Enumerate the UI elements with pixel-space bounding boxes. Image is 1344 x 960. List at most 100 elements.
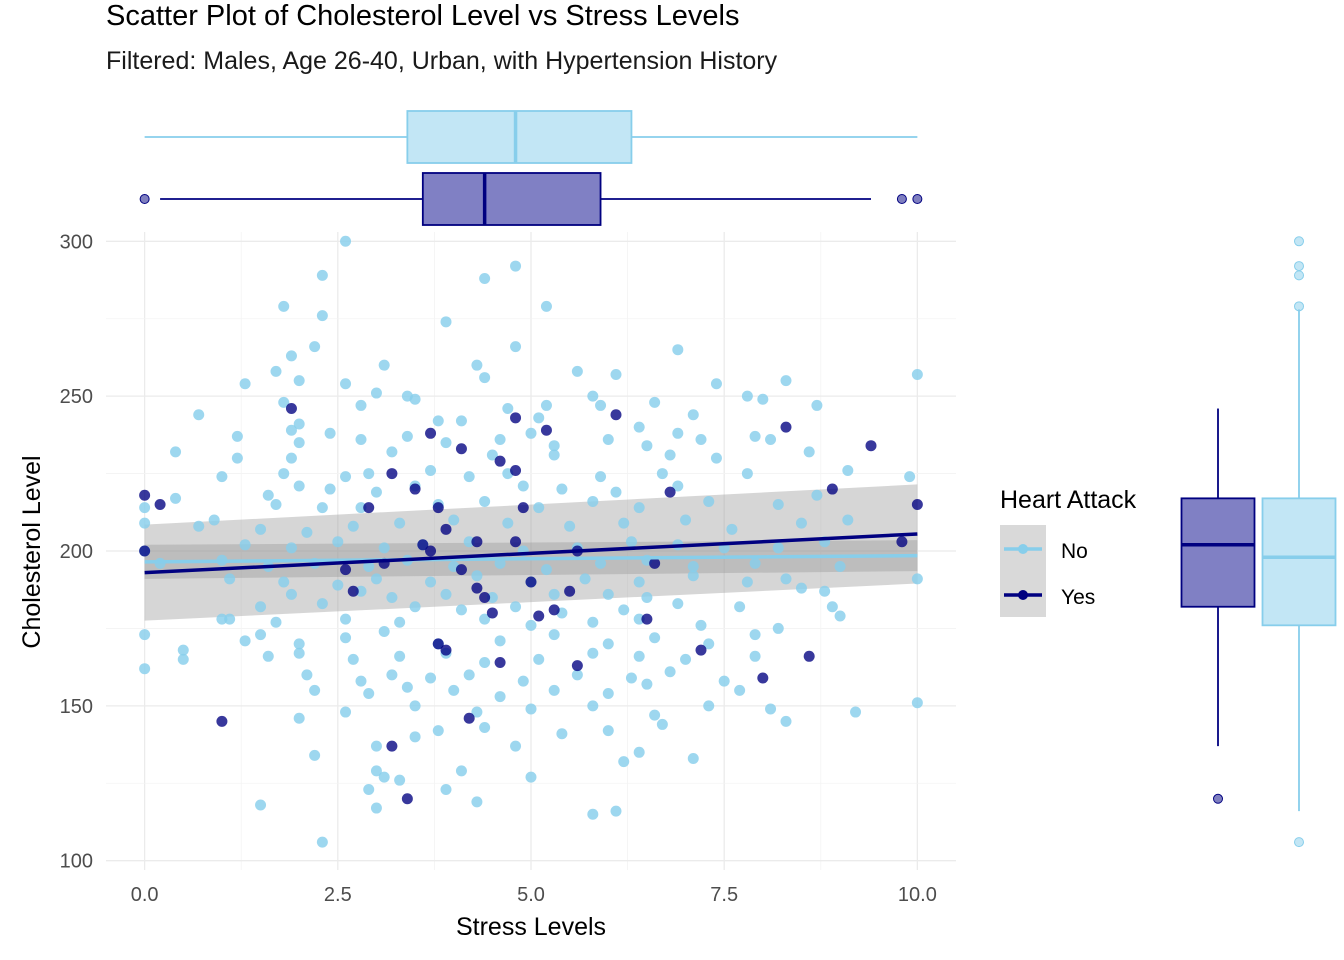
point-yes	[548, 604, 560, 616]
point-no	[139, 663, 151, 675]
point-no	[811, 399, 823, 411]
outlier	[1294, 270, 1304, 281]
point-no	[850, 706, 862, 718]
x-axis-ticks: 0.0 2.5 5.0 7.5 10.0	[131, 884, 937, 906]
point-no	[579, 573, 591, 585]
point-no	[224, 613, 236, 625]
point-yes	[533, 610, 545, 622]
point-no	[378, 771, 390, 783]
outlier	[1213, 793, 1223, 804]
point-no	[826, 601, 838, 613]
point-no	[425, 576, 437, 588]
right-boxplot-yes	[1180, 408, 1256, 804]
point-no	[471, 706, 483, 718]
point-no	[548, 588, 560, 600]
point-no	[525, 771, 537, 783]
point-no	[177, 644, 189, 656]
point-no	[772, 542, 784, 554]
point-no	[610, 486, 622, 498]
point-no	[772, 499, 784, 511]
point-no	[795, 582, 807, 594]
point-yes	[826, 483, 838, 495]
y-tick-label: 100	[60, 851, 93, 873]
point-no	[479, 722, 491, 734]
point-yes	[540, 424, 552, 436]
point-no	[394, 517, 406, 529]
point-no	[363, 783, 375, 795]
point-no	[309, 341, 321, 353]
point-no	[502, 403, 514, 415]
point-yes	[432, 638, 444, 650]
point-no	[664, 449, 676, 461]
point-no	[448, 684, 460, 696]
point-no	[911, 697, 923, 709]
point-no	[780, 715, 792, 727]
point-yes	[440, 644, 452, 656]
legend-title: Heart Attack	[1000, 486, 1137, 514]
point-no	[255, 629, 267, 641]
point-no	[625, 536, 637, 548]
point-no	[680, 514, 692, 526]
point-yes	[780, 421, 792, 433]
point-no	[370, 486, 382, 498]
point-no	[602, 638, 614, 650]
point-no	[610, 368, 622, 380]
point-no	[587, 808, 599, 820]
point-no	[494, 635, 506, 647]
point-no	[216, 471, 228, 483]
y-axis-ticks: 100 150 200 250 300	[60, 231, 93, 872]
point-yes	[409, 483, 421, 495]
point-no	[316, 502, 328, 514]
point-no	[765, 434, 777, 446]
point-no	[355, 399, 367, 411]
point-no	[571, 365, 583, 377]
point-no	[618, 604, 630, 616]
x-tick-label: 0.0	[131, 884, 159, 906]
point-no	[595, 471, 607, 483]
point-no	[471, 570, 483, 582]
point-no	[610, 805, 622, 817]
point-no	[285, 588, 297, 600]
point-no	[587, 495, 599, 507]
point-no	[486, 449, 498, 461]
right-boxplot-no	[1261, 236, 1337, 848]
point-no	[633, 576, 645, 588]
point-yes	[401, 793, 413, 805]
point-no	[741, 390, 753, 402]
point-no	[332, 536, 344, 548]
legend-point-yes	[1018, 590, 1028, 600]
point-no	[262, 489, 274, 501]
point-no	[479, 272, 491, 284]
point-no	[687, 570, 699, 582]
point-yes	[440, 523, 452, 535]
point-no	[239, 378, 251, 390]
point-no	[394, 616, 406, 628]
point-no	[749, 650, 761, 662]
point-no	[239, 635, 251, 647]
point-no	[842, 514, 854, 526]
point-yes	[463, 712, 475, 724]
point-yes	[139, 545, 151, 557]
chart-title: Scatter Plot of Cholesterol Level vs Str…	[106, 0, 739, 32]
point-yes	[525, 576, 537, 588]
point-no	[510, 260, 522, 272]
point-no	[780, 375, 792, 387]
point-no	[633, 421, 645, 433]
point-no	[595, 557, 607, 569]
point-no	[649, 632, 661, 644]
point-no	[378, 542, 390, 554]
x-axis-title: Stress Levels	[456, 913, 606, 941]
point-no	[602, 588, 614, 600]
point-no	[741, 576, 753, 588]
point-no	[602, 725, 614, 737]
point-no	[587, 647, 599, 659]
point-no	[363, 468, 375, 480]
point-no	[455, 415, 467, 427]
point-no	[370, 802, 382, 814]
point-no	[633, 746, 645, 758]
point-yes	[432, 502, 444, 514]
point-no	[510, 341, 522, 353]
point-no	[533, 502, 545, 514]
y-tick-label: 150	[60, 696, 93, 718]
point-yes	[641, 613, 653, 625]
